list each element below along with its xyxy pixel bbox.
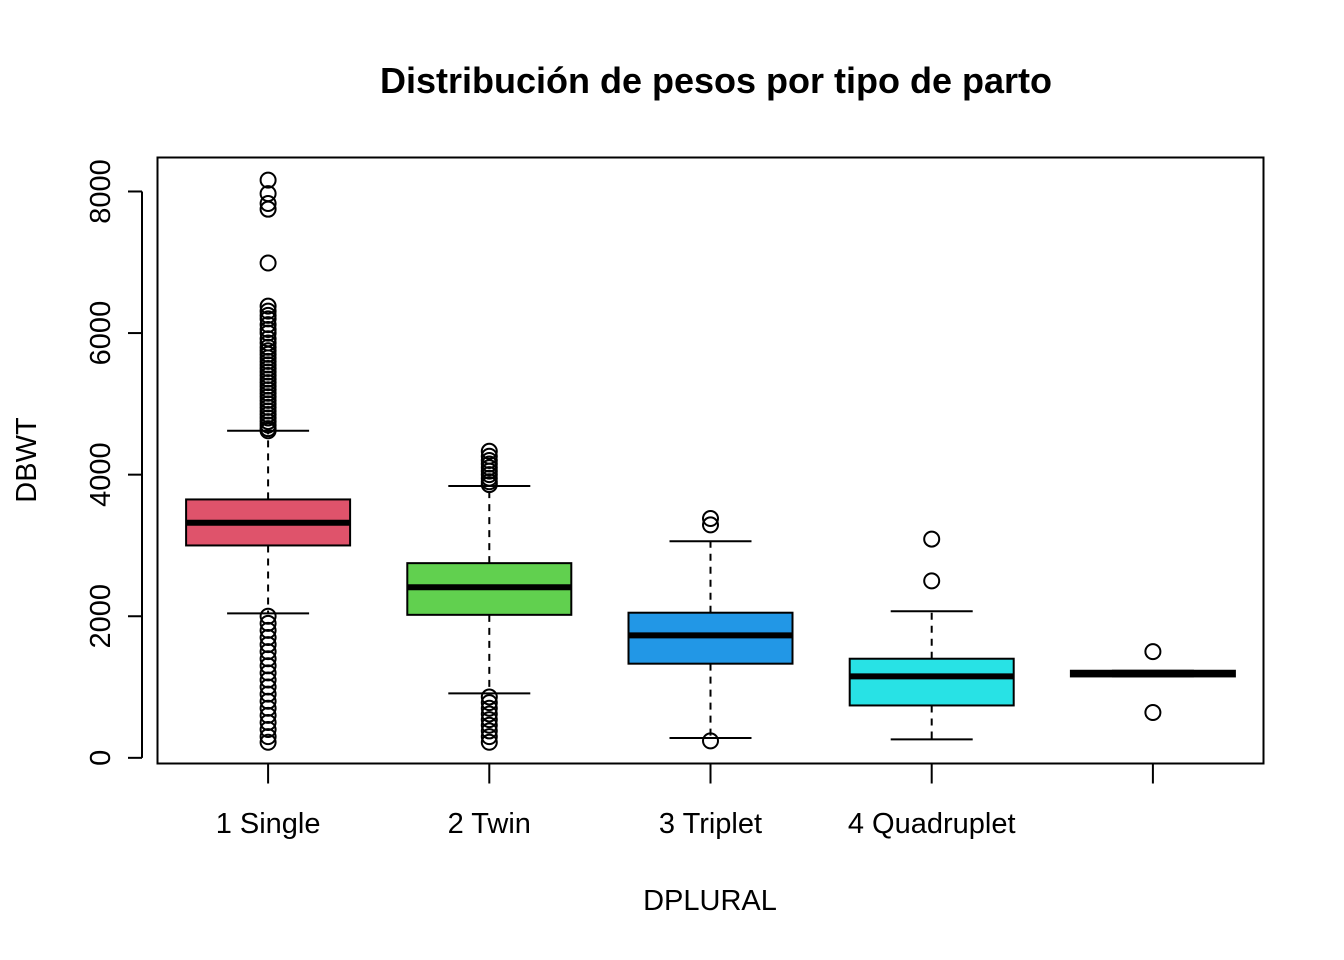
box-4	[848, 530, 1015, 741]
outlier-point	[259, 733, 277, 751]
outlier-point	[923, 530, 941, 548]
y-tick-label: 8000	[85, 159, 117, 224]
outlier-point	[1144, 643, 1162, 661]
x-tick-label: 4 Quadruplet	[848, 808, 1016, 840]
outlier-point	[480, 711, 498, 729]
outlier-point	[259, 316, 277, 334]
outlier-point	[480, 688, 498, 706]
y-tick-label: 0	[85, 750, 117, 766]
outlier-point	[259, 171, 277, 189]
outlier-point	[259, 607, 277, 625]
outlier-point	[480, 699, 498, 717]
outlier-point	[923, 572, 941, 590]
outlier-point	[480, 452, 498, 469]
x-tick-label: 3 Triplet	[659, 808, 762, 840]
outlier-point	[480, 722, 498, 740]
y-tick-label: 2000	[85, 584, 117, 649]
box-1	[185, 171, 352, 751]
outlier-point	[259, 306, 277, 324]
outlier-point	[1144, 704, 1162, 722]
x-tick-label: 1 Single	[216, 808, 321, 840]
outlier-point	[480, 705, 498, 723]
outlier-point	[480, 733, 498, 751]
chart-title: Distribución de pesos por tipo de parto	[380, 60, 1052, 101]
outlier-point	[259, 297, 277, 315]
box-5	[1069, 643, 1236, 722]
outlier-point	[480, 442, 498, 460]
boxes-group	[185, 171, 1236, 751]
y-tick-label: 6000	[85, 301, 117, 366]
outlier-point	[702, 516, 719, 534]
outlier-point	[259, 302, 277, 320]
outlier-point	[480, 728, 498, 746]
outlier-point	[259, 334, 277, 352]
y-tick-label: 4000	[85, 442, 117, 507]
outlier-point	[259, 254, 277, 272]
box-3	[627, 510, 794, 750]
outlier-point	[259, 185, 277, 203]
x-tick-label: 2 Twin	[448, 808, 531, 840]
outlier-point	[480, 694, 498, 712]
x-axis: 1 Single 2 Twin 3 Triplet 4 Quadruplet	[216, 763, 1154, 840]
outlier-point	[702, 510, 719, 528]
outlier-point	[480, 447, 498, 465]
box-2	[406, 442, 573, 751]
y-axis: 0 2000 4000 6000 8000	[85, 159, 143, 766]
x-axis-label: DPLURAL	[643, 885, 777, 917]
box-iqr	[848, 657, 1015, 707]
y-axis-label: DBWT	[11, 417, 43, 503]
outlier-point	[259, 195, 277, 213]
outlier-point	[259, 614, 277, 632]
outlier-point	[480, 716, 498, 734]
outlier-point	[702, 732, 719, 750]
